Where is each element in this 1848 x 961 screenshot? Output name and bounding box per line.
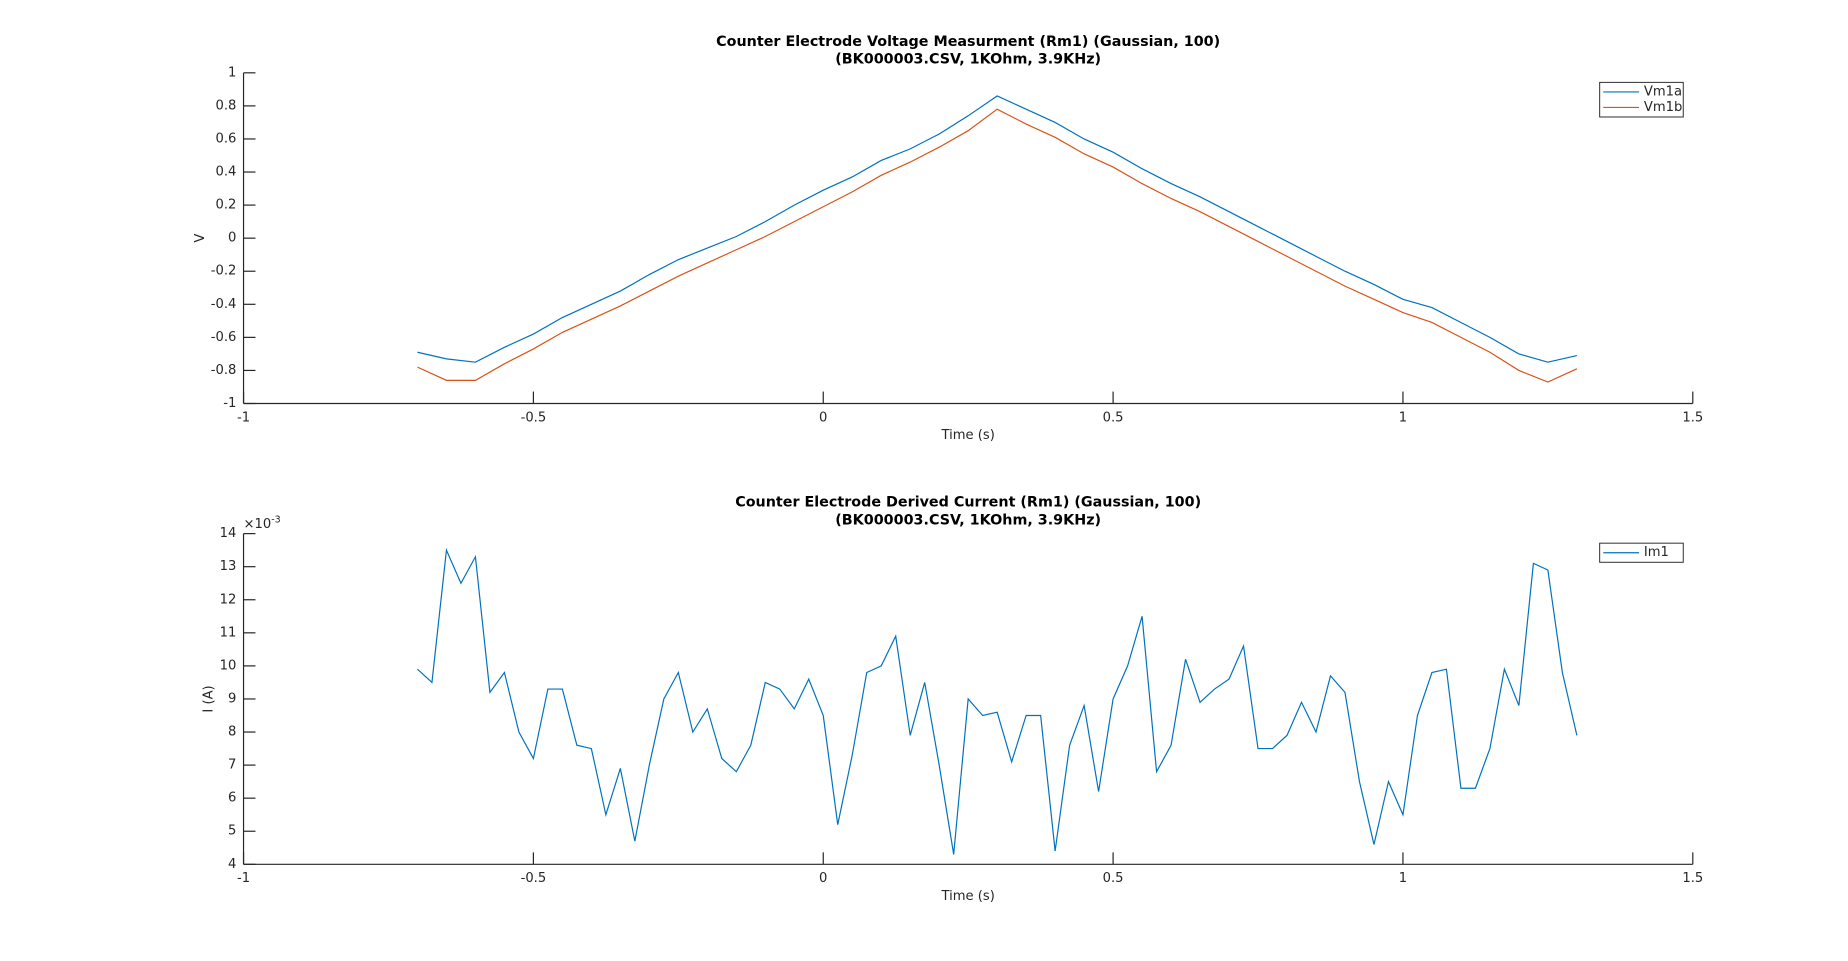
y-tick-label: 4 — [228, 857, 236, 872]
chart-title: (BK000003.CSV, 1KOhm, 3.9KHz) — [835, 512, 1101, 528]
y-tick-label: 11 — [220, 625, 237, 640]
data-line — [417, 547, 1578, 855]
y-tick-label: 5 — [228, 824, 236, 839]
y-multiplier: ×10-3 — [244, 514, 281, 532]
x-tick-label: -0.5 — [521, 410, 547, 425]
chart-title: (BK000003.CSV, 1KOhm, 3.9KHz) — [835, 52, 1101, 68]
x-tick-label: -1 — [237, 871, 250, 886]
chart-title: Counter Electrode Derived Current (Rm1) … — [735, 495, 1201, 511]
legend-box — [1599, 542, 1684, 563]
y-tick-label: -0.8 — [211, 363, 237, 378]
data-line — [417, 108, 1578, 383]
x-tick-label: 0 — [819, 410, 827, 425]
y-tick-label: 0.8 — [216, 98, 237, 113]
x-tick-label: 1 — [1399, 871, 1407, 886]
x-tick-label: 1.5 — [1682, 410, 1703, 425]
y-tick-label: -0.4 — [211, 297, 237, 312]
y-tick-label: 0.4 — [216, 165, 237, 180]
y-tick-label: 0 — [228, 231, 236, 246]
y-multiplier-base: ×10 — [244, 517, 272, 532]
legend-box — [1599, 81, 1684, 118]
y-multiplier-power: -3 — [271, 514, 281, 525]
y-tick-label: 12 — [220, 592, 237, 607]
y-tick-label: 7 — [228, 758, 236, 773]
y-tick-label: 14 — [220, 526, 237, 541]
y-tick-label: 8 — [228, 725, 236, 740]
legend-label: Vm1b — [1644, 100, 1682, 115]
y-tick-label: 0.2 — [216, 198, 237, 213]
x-tick-label: -0.5 — [521, 871, 547, 886]
x-tick-label: 1.5 — [1682, 871, 1703, 886]
y-tick-label: -0.2 — [211, 264, 237, 279]
y-tick-label: 0.6 — [216, 131, 237, 146]
x-tick-label: 0.5 — [1103, 410, 1124, 425]
y-tick-label: 6 — [228, 791, 236, 806]
legend-label: Vm1a — [1644, 84, 1682, 99]
x-axis-label: Time (s) — [940, 889, 994, 904]
x-tick-label: 0.5 — [1103, 871, 1124, 886]
y-tick-label: -1 — [223, 396, 236, 411]
y-tick-label: 10 — [220, 658, 237, 673]
y-tick-label: 1 — [228, 65, 236, 80]
legend-label: Im1 — [1644, 545, 1669, 560]
data-line — [417, 95, 1577, 363]
x-tick-label: 1 — [1399, 410, 1407, 425]
x-axis-label: Time (s) — [940, 428, 994, 443]
y-tick-label: 9 — [228, 691, 236, 706]
y-tick-label: 13 — [220, 559, 237, 574]
x-tick-label: -1 — [237, 410, 250, 425]
x-tick-label: 0 — [819, 871, 827, 886]
y-axis-label: V — [193, 234, 208, 243]
y-tick-label: -0.6 — [211, 330, 237, 345]
y-axis-label: I (A) — [201, 685, 216, 712]
chart-title: Counter Electrode Voltage Measurment (Rm… — [716, 34, 1220, 50]
